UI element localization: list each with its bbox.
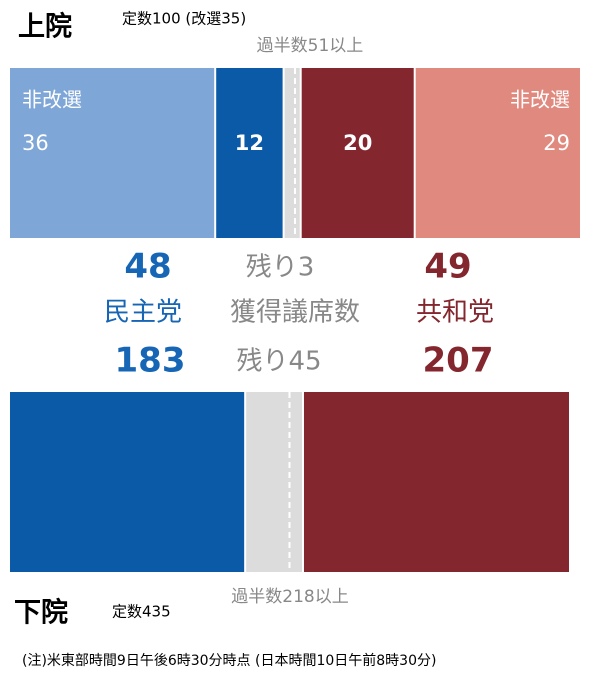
- house-note: 定数435: [112, 603, 171, 621]
- senate-title: 上院: [18, 11, 72, 43]
- senate-dem-total: 48: [124, 247, 171, 287]
- rep-label: 共和党: [416, 298, 494, 328]
- house-majority: 過半数218以上: [231, 587, 348, 607]
- seat-segment: [216, 68, 283, 238]
- house-dem-total: 183: [115, 341, 186, 381]
- seat-segment: [10, 68, 215, 238]
- senate-note: 定数100 (改選35): [122, 10, 246, 28]
- seat-segment: [301, 68, 414, 238]
- seat-segment: [415, 68, 580, 238]
- segment-value: 20: [343, 131, 372, 155]
- bars: 非改選 36 12 20 非改選 29: [10, 68, 580, 572]
- center-label: 獲得議席数: [230, 298, 360, 328]
- footnote: (注)米東部時間9日午後6時30分時点 (日本時間10日午前8時30分): [22, 652, 436, 669]
- senate-rep-total: 49: [424, 247, 471, 287]
- segment-value: 36: [22, 131, 49, 155]
- segment-label: 非改選: [22, 88, 82, 112]
- segment-value: 12: [235, 131, 264, 155]
- seat-segment: [10, 392, 245, 572]
- house-title: 下院: [14, 597, 68, 629]
- seat-segment: [303, 392, 569, 572]
- senate-majority: 過半数51以上: [257, 36, 364, 56]
- house-remaining: 残り45: [236, 347, 321, 377]
- dem-label: 民主党: [104, 298, 182, 328]
- senate-remaining: 残り3: [246, 253, 315, 283]
- segment-label: 非改選: [510, 88, 570, 112]
- seat-segment: [284, 68, 300, 238]
- segment-value: 29: [543, 131, 570, 155]
- seat-segment: [246, 392, 302, 572]
- house-rep-total: 207: [423, 341, 494, 381]
